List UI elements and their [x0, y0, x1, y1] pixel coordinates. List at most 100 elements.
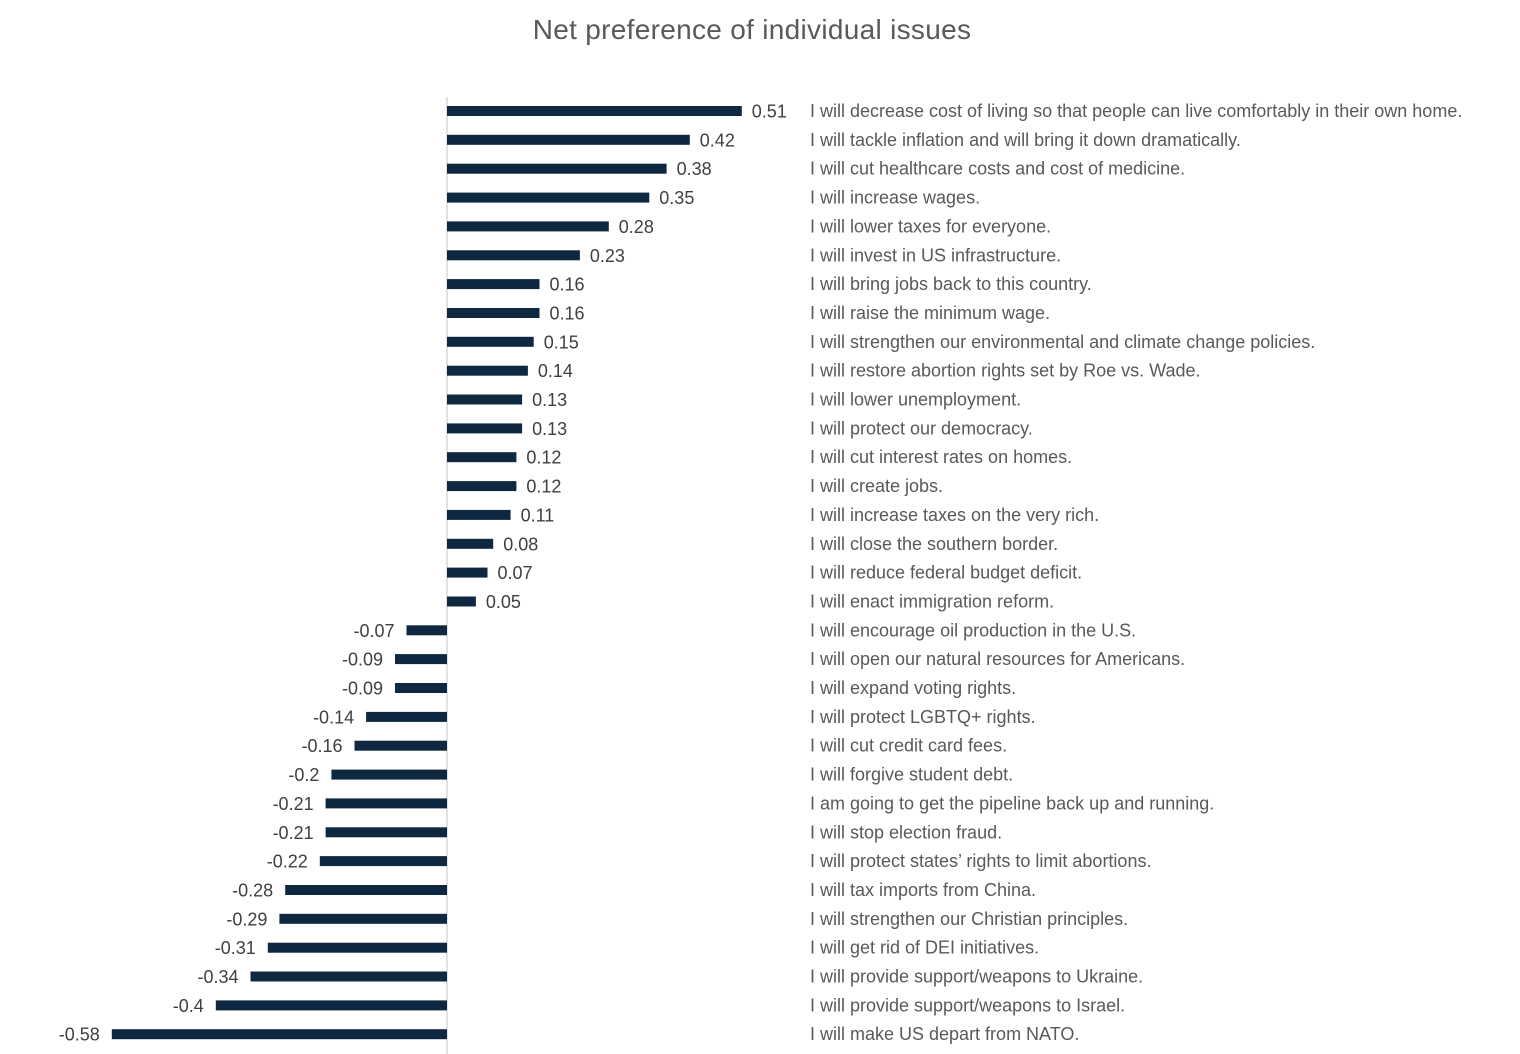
category-label-12: I will protect our democracy.	[810, 418, 1033, 438]
value-label-31: -0.34	[197, 967, 238, 987]
category-label-28: I will tax imports from China.	[810, 880, 1036, 900]
category-label-29: I will strengthen our Christian principl…	[810, 909, 1128, 929]
value-label-15: 0.11	[521, 505, 555, 525]
value-label-22: -0.14	[313, 707, 354, 727]
bar-27	[319, 856, 447, 867]
bar-28	[285, 885, 447, 895]
category-label-9: I will strengthen our environmental and …	[810, 332, 1315, 352]
bar-29	[279, 913, 447, 924]
category-label-5: I will lower taxes for everyone.	[810, 216, 1051, 236]
bar-16	[447, 538, 494, 549]
value-label-6: 0.23	[590, 246, 625, 266]
value-label-4: 0.35	[659, 188, 694, 208]
category-label-8: I will raise the minimum wage.	[810, 303, 1050, 323]
category-label-11: I will lower unemployment.	[810, 390, 1021, 410]
category-label-15: I will increase taxes on the very rich.	[810, 505, 1099, 525]
bar-1	[447, 106, 742, 116]
category-label-16: I will close the southern border.	[810, 534, 1058, 554]
bar-33	[111, 1029, 448, 1040]
value-label-18: 0.05	[486, 592, 521, 612]
category-label-24: I will forgive student debt.	[810, 765, 1013, 785]
value-label-11: 0.13	[532, 390, 567, 410]
bar-22	[366, 711, 447, 722]
bar-30	[267, 942, 447, 953]
value-label-1: 0.51	[752, 102, 787, 122]
category-label-2: I will tackle inflation and will bring i…	[810, 130, 1241, 150]
bar-3	[447, 163, 667, 174]
category-label-10: I will restore abortion rights set by Ro…	[810, 361, 1201, 381]
category-label-25: I am going to get the pipeline back up a…	[810, 793, 1214, 813]
bar-24	[331, 769, 447, 780]
value-label-29: -0.29	[226, 909, 267, 929]
category-label-17: I will reduce federal budget deficit.	[810, 563, 1082, 583]
category-label-14: I will create jobs.	[810, 476, 943, 496]
value-label-2: 0.42	[700, 130, 735, 150]
value-label-24: -0.2	[288, 765, 319, 785]
bar-23	[354, 740, 447, 751]
value-label-21: -0.09	[342, 679, 383, 699]
bar-6	[447, 250, 580, 261]
bar-9	[447, 336, 534, 347]
category-label-27: I will protect states’ rights to limit a…	[810, 851, 1151, 871]
bar-15	[447, 509, 511, 520]
value-label-19: -0.07	[353, 621, 394, 641]
bar-14	[447, 481, 517, 492]
category-label-30: I will get rid of DEI initiatives.	[810, 938, 1039, 958]
category-label-7: I will bring jobs back to this country.	[810, 274, 1092, 294]
value-label-30: -0.31	[215, 938, 256, 958]
value-label-28: -0.28	[232, 881, 273, 901]
bar-10	[447, 365, 528, 376]
value-label-5: 0.28	[619, 217, 654, 237]
chart-title: Net preference of individual issues	[532, 14, 972, 45]
category-label-19: I will encourage oil production in the U…	[810, 620, 1136, 640]
value-label-13: 0.12	[526, 448, 561, 468]
category-label-18: I will enact immigration reform.	[810, 592, 1054, 612]
category-labels-group: I will decrease cost of living so that p…	[810, 101, 1462, 1044]
category-label-1: I will decrease cost of living so that p…	[810, 101, 1462, 121]
bar-12	[447, 423, 523, 434]
value-label-26: -0.21	[273, 823, 314, 843]
bar-19	[406, 625, 447, 636]
value-label-25: -0.21	[273, 794, 314, 814]
value-label-33: -0.58	[59, 1025, 100, 1045]
category-label-22: I will protect LGBTQ+ rights.	[810, 707, 1036, 727]
value-label-9: 0.15	[544, 332, 579, 352]
category-label-6: I will invest in US infrastructure.	[810, 245, 1061, 265]
value-label-7: 0.16	[550, 275, 585, 295]
bar-5	[447, 221, 609, 232]
value-label-12: 0.13	[532, 419, 567, 439]
category-label-31: I will provide support/weapons to Ukrain…	[810, 967, 1143, 987]
value-label-27: -0.22	[267, 852, 308, 872]
bar-17	[447, 567, 488, 578]
category-label-21: I will expand voting rights.	[810, 678, 1016, 698]
bar-4	[447, 192, 650, 203]
value-label-14: 0.12	[526, 477, 561, 497]
category-label-4: I will increase wages.	[810, 188, 980, 208]
category-label-32: I will provide support/weapons to Israel…	[810, 995, 1125, 1015]
category-label-33: I will make US depart from NATO.	[810, 1024, 1079, 1044]
bar-31	[250, 971, 447, 982]
value-label-20: -0.09	[342, 650, 383, 670]
value-label-8: 0.16	[550, 304, 585, 324]
value-labels-group: 0.510.420.380.350.280.230.160.160.150.14…	[59, 102, 787, 1045]
bars-group	[111, 106, 742, 1040]
bar-13	[447, 452, 517, 463]
bar-26	[325, 827, 447, 838]
category-label-23: I will cut credit card fees.	[810, 736, 1007, 756]
bar-2	[447, 134, 690, 145]
bar-18	[447, 596, 476, 607]
value-label-3: 0.38	[677, 159, 712, 179]
category-label-26: I will stop election fraud.	[810, 822, 1002, 842]
value-label-17: 0.07	[498, 563, 533, 583]
value-label-16: 0.08	[503, 534, 538, 554]
category-label-3: I will cut healthcare costs and cost of …	[810, 159, 1185, 179]
value-label-10: 0.14	[538, 361, 573, 381]
bar-21	[395, 683, 447, 693]
value-label-32: -0.4	[173, 996, 204, 1016]
bar-32	[215, 1000, 447, 1011]
category-label-13: I will cut interest rates on homes.	[810, 447, 1072, 467]
bar-11	[447, 394, 523, 405]
bar-7	[447, 279, 540, 290]
bar-8	[447, 308, 540, 318]
